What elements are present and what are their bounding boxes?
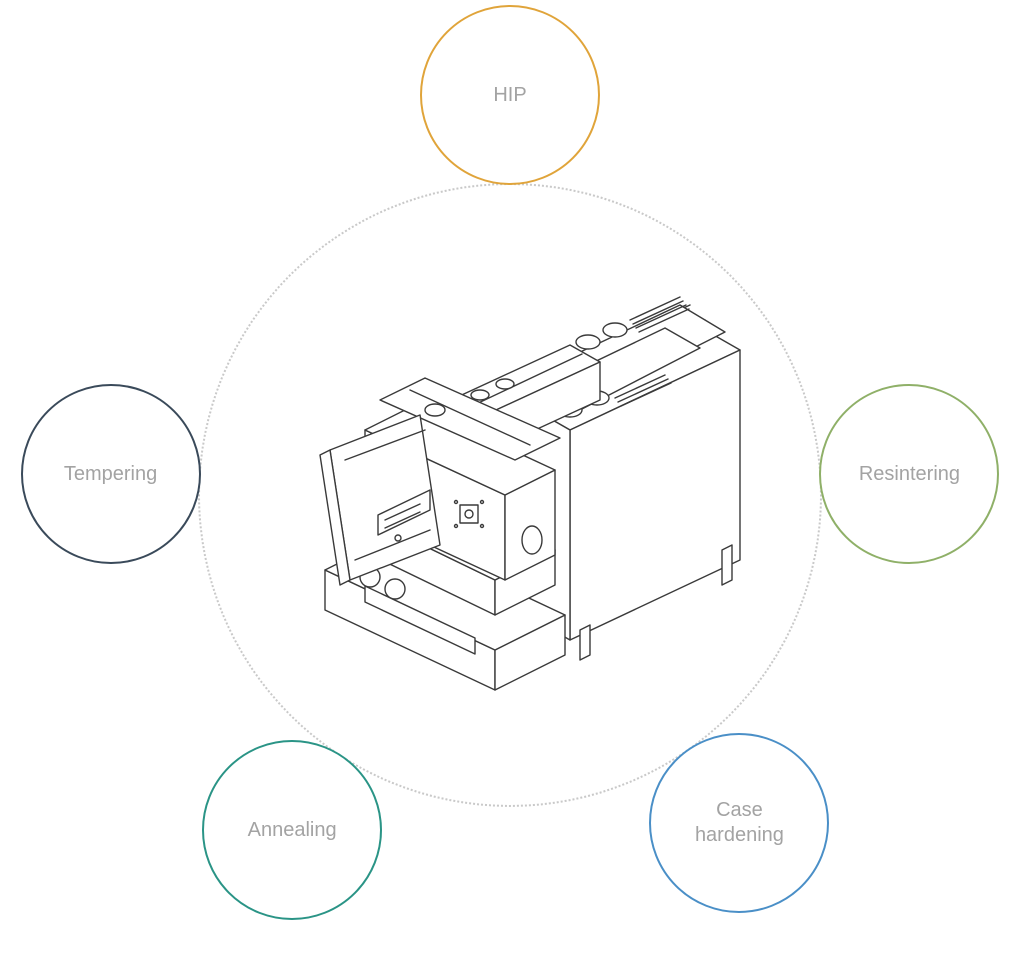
node-tempering: Tempering <box>21 384 201 564</box>
node-label-hip: HIP <box>493 83 526 108</box>
diagram-stage: HIP Resintering Case hardening Annealing Tem… <box>0 0 1020 970</box>
machine-illustration <box>270 280 750 700</box>
node-hip: HIP <box>420 5 600 185</box>
node-label-case-hardening: Case hardening <box>695 798 784 848</box>
node-resintering: Resintering <box>819 384 999 564</box>
node-label-annealing: Annealing <box>248 818 337 843</box>
node-label-resintering: Resintering <box>859 462 960 487</box>
node-case-hardening: Case hardening <box>649 733 829 913</box>
node-label-tempering: Tempering <box>64 462 157 487</box>
node-annealing: Annealing <box>202 740 382 920</box>
